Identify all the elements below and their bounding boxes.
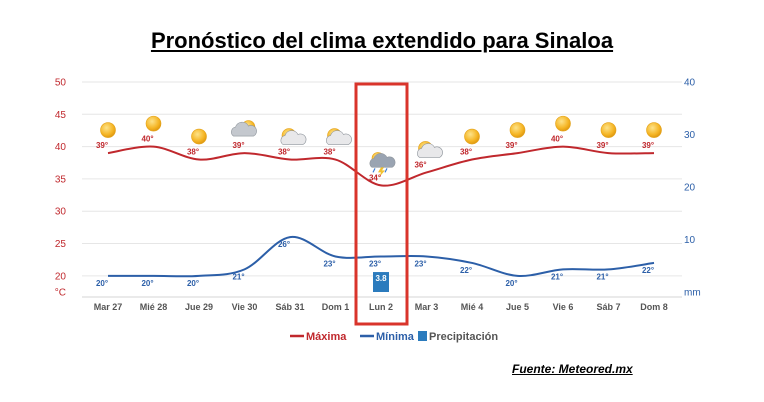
sun-disc: [100, 122, 116, 138]
max-temp-label: 36°: [414, 160, 426, 169]
y-left-unit-label: °C: [55, 288, 66, 299]
partly-cloudy-icon: [280, 128, 307, 145]
partly-cloudy-icon: [326, 128, 352, 145]
sun-disc: [464, 128, 480, 145]
cloud-shape: [326, 130, 352, 145]
chart-title: Pronóstico del clima extendido para Sina…: [150, 28, 614, 53]
min-temp-label: 21°: [551, 272, 563, 281]
min-temp-label: 21°: [232, 272, 244, 281]
x-tick-label: Mar 27: [94, 302, 123, 312]
sun-icon: [555, 115, 571, 132]
max-temp-line: [107, 145, 655, 187]
y-right-unit-label: mm: [684, 288, 701, 299]
x-tick-label: Jue 29: [185, 302, 213, 312]
max-temp-label: 38°: [187, 148, 199, 157]
max-temp-label: 38°: [323, 148, 335, 157]
sun-icon: [191, 128, 207, 145]
x-tick-label: Dom 8: [640, 302, 668, 312]
max-temp-label: 39°: [96, 141, 108, 150]
y-left-tick-label: 40: [55, 142, 67, 153]
y-left-tick-label: 30: [55, 207, 67, 218]
x-tick-label: Sáb 31: [275, 302, 304, 312]
cloud-shape: [417, 143, 443, 158]
x-tick-label: Sáb 7: [596, 302, 620, 312]
min-temp-label: 20°: [187, 279, 199, 288]
x-tick-label: Mié 4: [461, 302, 484, 312]
x-tick-label: Mié 28: [140, 302, 168, 312]
min-temp-label: 20°: [505, 279, 517, 288]
legend-swatch: [418, 331, 427, 341]
min-temp-label: 21°: [596, 272, 608, 281]
y-left-tick-label: 25: [55, 239, 67, 250]
y-left-tick-label: 20: [55, 271, 67, 282]
x-tick-label: Dom 1: [322, 302, 350, 312]
min-temp-label: 22°: [642, 266, 654, 275]
y-left-tick-label: 45: [55, 110, 67, 121]
highlight-box: [354, 82, 409, 326]
x-tick-label: Jue 5: [506, 302, 529, 312]
x-tick-label: Vie 30: [232, 302, 258, 312]
max-temp-label: 39°: [642, 141, 654, 150]
y-left-tick-label: 50: [55, 78, 67, 89]
max-temp-label: 39°: [596, 141, 608, 150]
sun-icon: [509, 122, 526, 138]
min-temp-label: 23°: [369, 259, 381, 268]
precipitation-bar: [373, 272, 389, 292]
y-right-tick-label: 20: [684, 183, 696, 194]
min-temp-label: 23°: [414, 259, 426, 268]
sun-disc: [145, 115, 162, 132]
sun-disc: [646, 122, 662, 138]
min-temp-line: [108, 236, 655, 278]
rain-drop: [372, 168, 376, 173]
y-right-tick-label: 10: [684, 235, 696, 246]
source-credit: Fuente: Meteored.mx: [512, 362, 633, 376]
sun-icon: [145, 115, 162, 132]
sun-icon: [600, 122, 617, 138]
min-temp-label: 26°: [278, 240, 290, 249]
max-temp-label: 34°: [369, 173, 381, 182]
thunderstorm-icon: [369, 152, 396, 178]
sun-icon: [646, 122, 662, 138]
cloud-shape: [280, 130, 307, 145]
min-temp-label: 20°: [141, 279, 153, 288]
lightning-bolt: [378, 167, 385, 178]
cloud-shape: [231, 121, 257, 137]
sun-disc: [555, 115, 571, 132]
sun-disc: [191, 128, 207, 145]
cloud-shape: [369, 153, 396, 168]
cloud-icon: [231, 120, 257, 137]
min-temp-label: 20°: [96, 279, 108, 288]
x-tick-label: Lun 2: [369, 302, 393, 312]
partly-cloudy-icon: [417, 141, 443, 158]
sun-icon: [464, 128, 480, 145]
legend-label: Precipitación: [429, 331, 498, 343]
max-temp-label: 40°: [141, 135, 153, 144]
max-temp-label: 38°: [278, 148, 290, 157]
legend-label: Mínima: [376, 331, 415, 343]
rain-drop: [384, 168, 388, 173]
max-temp-label: 38°: [460, 148, 472, 157]
y-right-tick-label: 40: [684, 78, 696, 89]
max-temp-label: 40°: [551, 135, 563, 144]
max-temp-label: 39°: [505, 141, 517, 150]
sun-disc: [509, 122, 526, 138]
min-temp-label: 22°: [460, 266, 472, 275]
y-left-tick-label: 35: [55, 174, 67, 185]
y-right-tick-label: 30: [684, 130, 696, 141]
sun-icon: [100, 122, 116, 138]
max-temp-label: 39°: [232, 141, 244, 150]
legend-label: Máxima: [306, 331, 347, 343]
x-tick-label: Mar 3: [415, 302, 439, 312]
min-temp-label: 23°: [323, 259, 335, 268]
sun-disc: [600, 122, 617, 138]
x-tick-label: Vie 6: [553, 302, 574, 312]
precipitation-label: 3.8: [375, 274, 387, 283]
